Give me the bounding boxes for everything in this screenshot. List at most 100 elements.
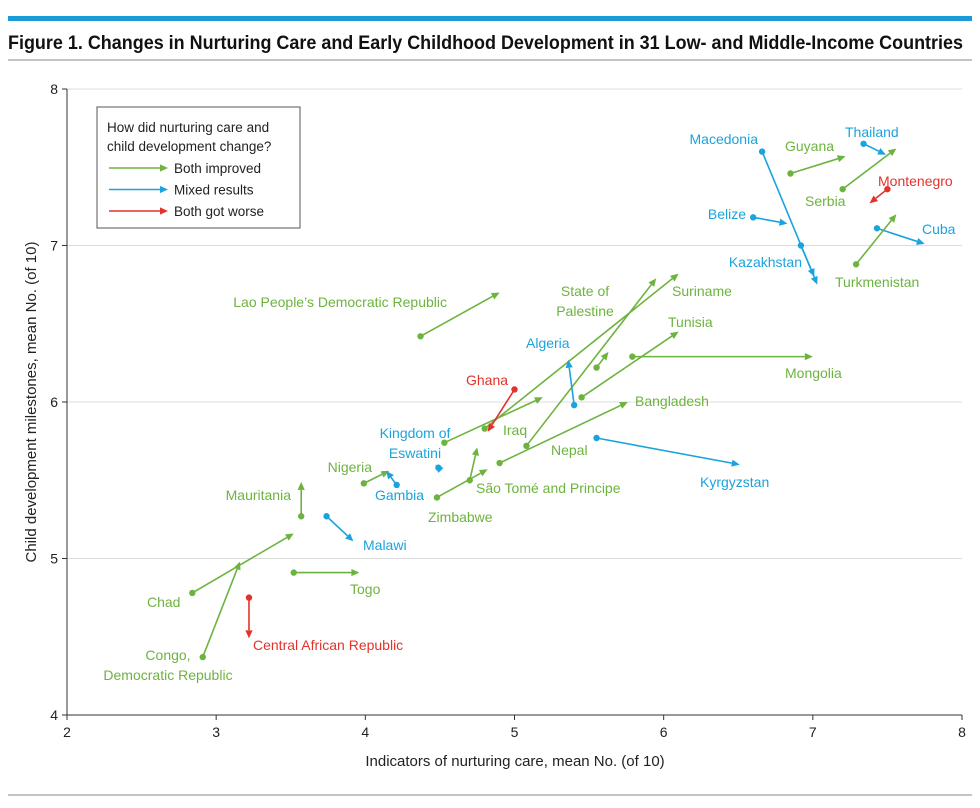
legend-arrow-improved bbox=[109, 164, 168, 172]
arrow-shaft bbox=[596, 437, 733, 464]
arrow-head bbox=[345, 533, 354, 542]
x-tick-label: 5 bbox=[511, 724, 519, 740]
arrow-head bbox=[807, 268, 815, 277]
arrow-kazakhstan bbox=[797, 242, 815, 277]
arrow-turkmenistan bbox=[852, 214, 897, 268]
start-point bbox=[496, 459, 503, 467]
arrow-mongolia bbox=[629, 353, 813, 361]
arrow-shaft bbox=[201, 568, 238, 658]
x-tick-label: 7 bbox=[809, 724, 817, 740]
country-label: Central African Republic bbox=[253, 637, 403, 653]
start-point bbox=[593, 434, 600, 442]
arrow-togo bbox=[290, 568, 360, 577]
country-label: Kazakhstan bbox=[729, 254, 802, 270]
start-point bbox=[290, 569, 297, 576]
arrow-shaft bbox=[855, 219, 892, 265]
arrow-shaft bbox=[568, 367, 575, 406]
legend-label: Both got worse bbox=[174, 204, 264, 219]
country-label: Eswatini bbox=[389, 445, 441, 461]
country-label: Montenegro bbox=[878, 173, 953, 189]
arrow-shaft bbox=[581, 335, 673, 398]
arrow-algeria bbox=[565, 359, 578, 409]
arrow-central-african-republic bbox=[245, 594, 253, 639]
start-point bbox=[749, 214, 757, 221]
start-point bbox=[417, 333, 424, 340]
country-labels: Chad Congo, Democratic Republic Central Afr… bbox=[103, 124, 955, 683]
start-point bbox=[481, 425, 488, 432]
start-point bbox=[189, 589, 196, 597]
country-label: Guyana bbox=[785, 138, 834, 154]
arrow-zimbabwe bbox=[433, 469, 488, 501]
legend-arrow-worse bbox=[109, 207, 168, 215]
arrow-head bbox=[869, 195, 879, 204]
country-label: Mauritania bbox=[226, 487, 292, 503]
x-axis-label: Indicators of nurturing care, mean No. (… bbox=[365, 753, 664, 770]
arrow-mauritania bbox=[297, 481, 305, 520]
start-point bbox=[297, 513, 305, 520]
start-point bbox=[570, 401, 578, 409]
arrow-head bbox=[160, 207, 168, 215]
arrow-cuba bbox=[873, 225, 925, 245]
axes: 4 5 6 7 8 2 3 4 5 6 7 8 bbox=[50, 81, 966, 740]
start-point bbox=[629, 353, 636, 360]
country-label: Chad bbox=[147, 594, 180, 610]
country-label: Macedonia bbox=[690, 131, 759, 147]
country-label: Togo bbox=[350, 581, 381, 597]
arrow-head bbox=[600, 351, 609, 361]
start-point bbox=[199, 653, 206, 661]
legend-title: child development change? bbox=[107, 139, 271, 154]
arrow-tunisia bbox=[578, 331, 679, 401]
top-accent-bar bbox=[8, 16, 972, 21]
y-tick-label: 8 bbox=[50, 81, 58, 97]
start-point bbox=[393, 481, 400, 489]
start-point bbox=[523, 442, 530, 450]
country-label: Iraq bbox=[503, 422, 527, 438]
start-point bbox=[787, 170, 794, 177]
arrow-head bbox=[487, 423, 495, 432]
start-point bbox=[884, 185, 891, 193]
arrow-head bbox=[490, 292, 500, 300]
start-point bbox=[873, 225, 881, 232]
x-tick-label: 3 bbox=[212, 724, 220, 740]
country-label: Bangladesh bbox=[635, 393, 709, 409]
y-axis-label: Child development milestones, mean No. (… bbox=[23, 242, 40, 563]
arrow-head bbox=[478, 469, 488, 477]
arrow-montenegro bbox=[869, 185, 891, 204]
arrow-head bbox=[245, 630, 253, 639]
arrow-head bbox=[351, 568, 360, 577]
arrow-gambia bbox=[386, 470, 400, 489]
arrows bbox=[189, 140, 925, 661]
x-tick-label: 2 bbox=[63, 724, 71, 740]
start-point bbox=[245, 594, 253, 601]
arrow-iraq bbox=[523, 278, 657, 450]
arrow-head bbox=[810, 275, 818, 285]
country-label: Nepal bbox=[551, 442, 588, 458]
country-label: Serbia bbox=[805, 193, 846, 209]
arrow-head bbox=[836, 155, 846, 163]
arrow-head bbox=[285, 533, 294, 541]
arrow-head bbox=[778, 218, 788, 226]
country-label: Suriname bbox=[672, 283, 732, 299]
arrow-head bbox=[669, 331, 679, 340]
country-label: Kyrgyzstan bbox=[700, 474, 769, 490]
country-label: Lao People’s Democratic Republic bbox=[233, 294, 447, 310]
arrow-shaft bbox=[436, 472, 482, 499]
arrow-shaft bbox=[842, 152, 891, 190]
country-label: Turkmenistan bbox=[835, 274, 919, 290]
legend-label: Mixed results bbox=[174, 183, 254, 198]
arrow-head bbox=[877, 147, 886, 155]
start-point bbox=[797, 242, 805, 249]
arrow-head bbox=[915, 238, 925, 245]
country-label: Mongolia bbox=[785, 365, 842, 381]
arrow-nepal bbox=[441, 397, 543, 446]
arrow-suriname bbox=[481, 273, 679, 432]
arrow-shaft bbox=[363, 473, 383, 485]
arrow-guyana bbox=[787, 155, 846, 177]
arrow-head bbox=[887, 148, 897, 157]
y-tick-label: 4 bbox=[50, 707, 58, 723]
x-tick-label: 6 bbox=[660, 724, 668, 740]
arrow-shaft bbox=[491, 389, 516, 426]
start-point bbox=[441, 439, 448, 446]
country-label: Cuba bbox=[922, 221, 956, 237]
start-point bbox=[578, 394, 585, 401]
